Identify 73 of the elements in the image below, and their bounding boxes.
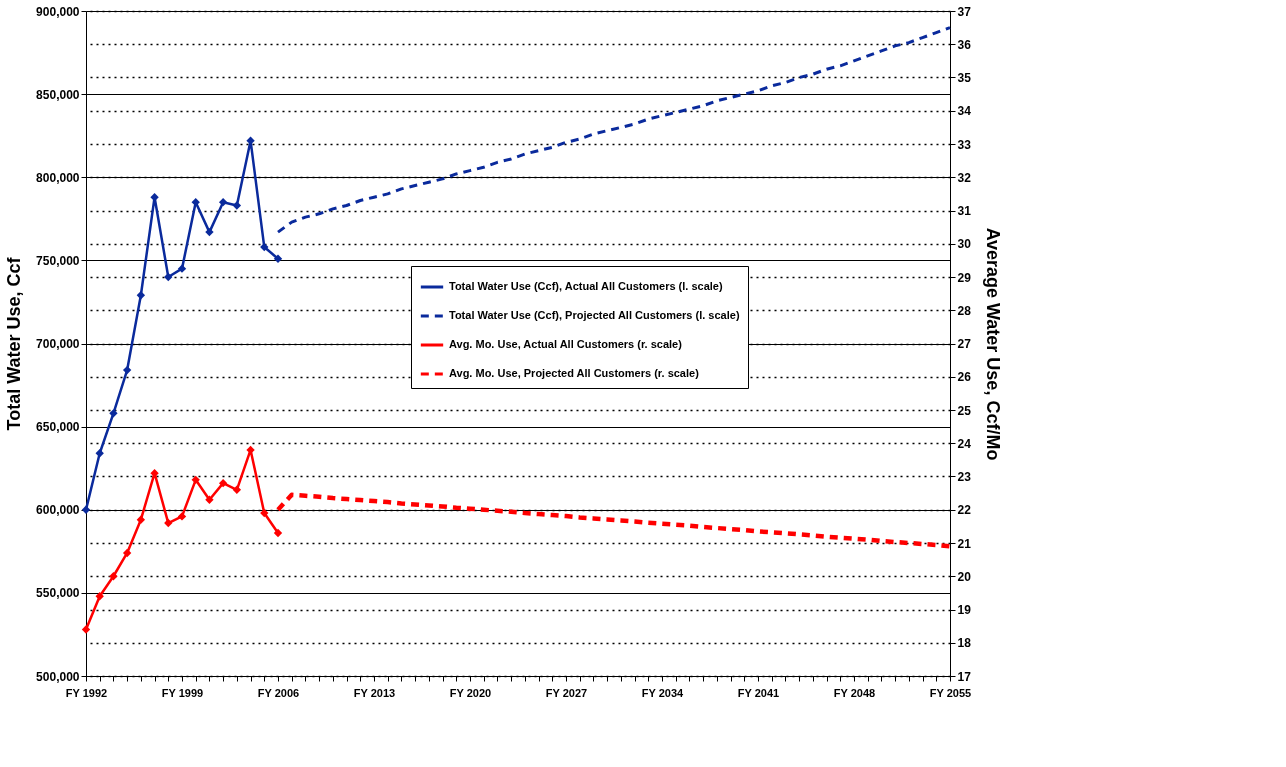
- y-tick-label: 850,000: [36, 87, 80, 102]
- y2-tick-label: 36: [957, 37, 972, 52]
- y-tick-label: 650,000: [36, 420, 80, 435]
- x-tick-label: FY 2055: [929, 686, 972, 699]
- legend-label: Avg. Mo. Use, Actual All Customers (r. scale): [449, 338, 683, 350]
- legend-label: Avg. Mo. Use, Projected All Customers (r. scale): [449, 367, 700, 379]
- x-tick-label: FY 2041: [737, 686, 780, 699]
- legend-label: Total Water Use (Ccf), Projected All Customers (l. scale): [449, 309, 740, 321]
- y-tick-label: 800,000: [36, 170, 80, 185]
- y2-tick-label: 32: [957, 170, 972, 185]
- y2-tick-label: 28: [957, 303, 972, 318]
- x-tick-label: FY 2027: [545, 686, 588, 699]
- point: [122, 548, 132, 558]
- y2-tick-label: 17: [957, 669, 972, 684]
- point: [232, 201, 242, 210]
- y2-tick-label: 19: [957, 603, 972, 617]
- x-tick-label: FY 2020: [449, 686, 492, 699]
- y-tick-label: 550,000: [36, 586, 80, 601]
- point: [164, 518, 173, 528]
- point: [260, 508, 269, 518]
- point: [95, 592, 104, 601]
- point: [177, 512, 187, 521]
- x-tick-label: FY 2006: [257, 686, 300, 699]
- y-tick-label: 500,000: [36, 669, 80, 684]
- point: [177, 264, 187, 273]
- point: [273, 254, 283, 263]
- y2-tick-label: 37: [957, 4, 972, 19]
- y2-tick-label: 31: [957, 204, 972, 218]
- y2-tick-label: 18: [957, 636, 972, 651]
- x-tick-label: FY 1992: [65, 686, 108, 699]
- y2-tick-label: 23: [957, 470, 972, 484]
- line-series: [276, 26, 952, 234]
- y2-tick-label: 25: [957, 403, 972, 418]
- y-tick-label: 750,000: [36, 253, 80, 268]
- point: [164, 272, 173, 282]
- point: [136, 515, 146, 524]
- point: [136, 291, 146, 300]
- y-tick-label: 900,000: [36, 4, 80, 19]
- point: [191, 475, 200, 485]
- point: [260, 242, 269, 252]
- y2-tick-label: 22: [957, 503, 972, 518]
- y2-tick-label: 30: [957, 237, 972, 252]
- x-tick-label: FY 2013: [353, 686, 396, 699]
- point: [122, 365, 132, 375]
- y2-tick-label: 34: [957, 104, 972, 119]
- y2-axis-title: Average Water Use, Ccf/Mo: [982, 227, 1003, 461]
- y2-tick-label: 29: [957, 270, 972, 285]
- y2-tick-label: 33: [957, 137, 972, 152]
- x-tick-label: FY 2048: [833, 686, 876, 699]
- point: [205, 227, 214, 237]
- x-tick-label: FY 2034: [641, 686, 685, 699]
- y2-tick-label: 35: [957, 71, 972, 85]
- y-axis-title: Total Water Use, Ccf: [4, 256, 25, 431]
- point: [273, 528, 283, 538]
- point: [81, 625, 91, 634]
- legend-label: Total Water Use (Ccf), Actual All Customers (l. scale): [449, 280, 723, 292]
- x-tick-label: FY 1999: [161, 686, 204, 699]
- point: [218, 198, 228, 207]
- y2-tick-label: 24: [957, 436, 972, 451]
- point: [109, 572, 118, 581]
- point: [218, 478, 228, 488]
- line-series: [275, 492, 953, 549]
- point: [246, 136, 255, 145]
- y2-tick-label: 20: [957, 569, 972, 584]
- point: [95, 449, 104, 458]
- y2-tick-label: 26: [957, 370, 972, 385]
- point: [205, 495, 214, 504]
- y2-tick-label: 21: [957, 536, 972, 551]
- point: [109, 409, 118, 418]
- y2-tick-label: 27: [957, 337, 972, 351]
- y-tick-label: 700,000: [36, 337, 80, 351]
- y-tick-label: 600,000: [36, 503, 80, 518]
- point: [232, 485, 242, 494]
